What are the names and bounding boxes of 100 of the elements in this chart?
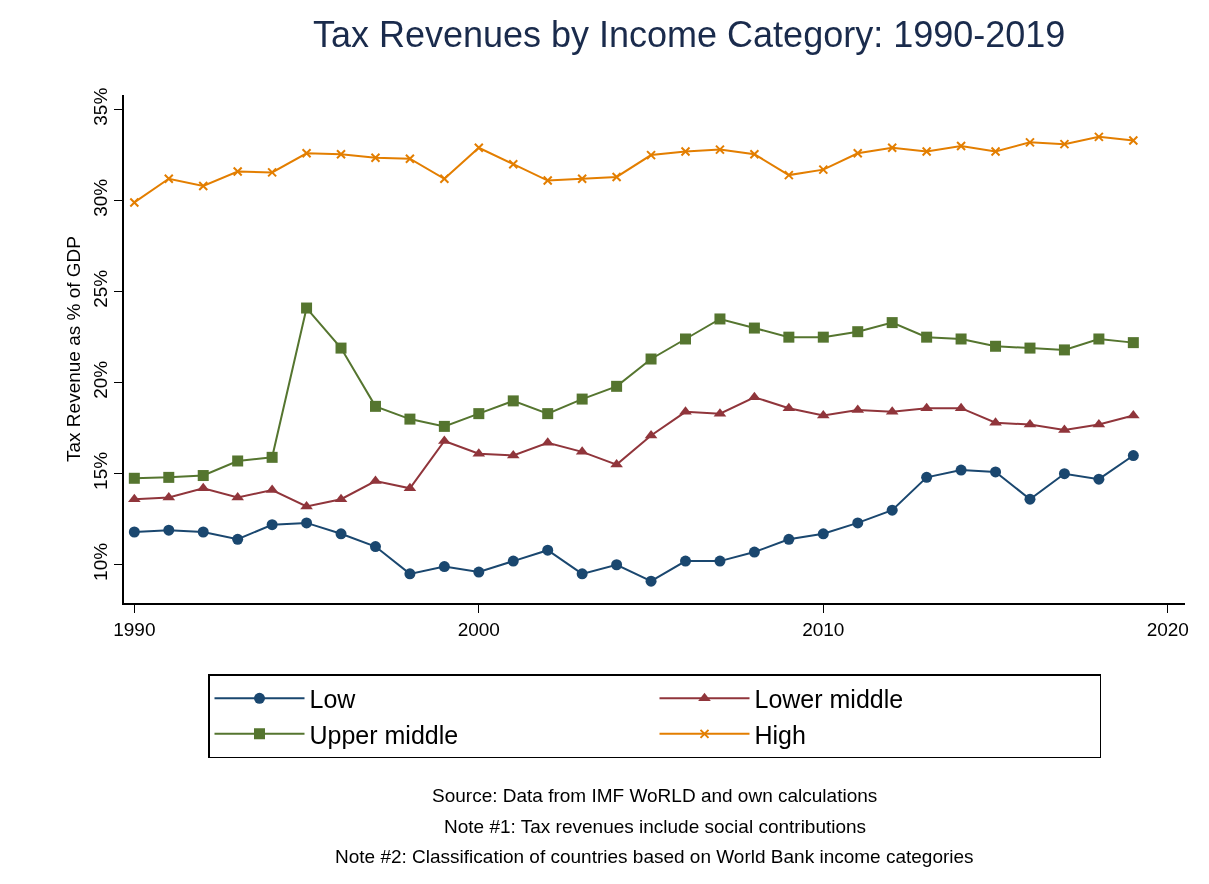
point [403, 482, 417, 492]
point [163, 471, 175, 483]
point [542, 175, 553, 186]
point [438, 561, 450, 573]
point [266, 519, 278, 531]
y-tick-label: 15% [89, 451, 111, 490]
point [231, 491, 245, 501]
point [1093, 131, 1104, 142]
x-tick-label: 2010 [802, 618, 845, 640]
point [818, 164, 829, 175]
point [1127, 450, 1139, 462]
point [611, 559, 623, 571]
point [128, 526, 140, 538]
y-tick-label: 35% [89, 87, 111, 126]
point [1127, 337, 1139, 349]
point [714, 555, 726, 567]
point [129, 197, 140, 208]
point [1059, 139, 1070, 150]
y-tick-label: 30% [89, 178, 111, 217]
point [783, 533, 795, 545]
point [198, 181, 209, 192]
point [886, 504, 898, 516]
point [956, 140, 967, 151]
point [163, 173, 174, 184]
point [1024, 137, 1035, 148]
point [749, 149, 760, 160]
point [507, 395, 519, 407]
point [1093, 473, 1105, 485]
point [196, 482, 210, 492]
point [197, 470, 209, 482]
point [267, 167, 278, 178]
point [680, 333, 691, 345]
chart-title: Tax Revenues by Income Category: 1990-2019 [312, 14, 1066, 56]
point [542, 544, 554, 556]
point [680, 146, 691, 157]
point [886, 317, 898, 329]
point [990, 340, 1002, 352]
point [852, 517, 864, 529]
point [645, 575, 657, 587]
point [1024, 342, 1036, 354]
point [404, 568, 416, 580]
point [232, 533, 244, 545]
y-tick-label: 20% [89, 360, 111, 399]
point [301, 148, 312, 159]
point [990, 146, 1001, 157]
point [1093, 333, 1105, 345]
point [748, 322, 760, 334]
point [163, 524, 175, 536]
point [507, 555, 519, 567]
point [128, 472, 140, 484]
point [576, 568, 588, 580]
point [646, 150, 657, 161]
point [1126, 409, 1140, 419]
point [404, 153, 415, 164]
legend-label: High [754, 720, 806, 749]
point [955, 333, 967, 345]
point [921, 471, 933, 483]
point [335, 342, 347, 354]
point [1128, 135, 1139, 146]
point [473, 142, 484, 153]
legend-label: Upper middle [309, 720, 459, 749]
point [438, 420, 450, 432]
source-note: Source: Data from IMF WoRLD and own calculations [432, 785, 878, 806]
point [301, 517, 313, 529]
point [611, 171, 622, 182]
point [369, 541, 381, 553]
point [404, 413, 416, 425]
point [921, 331, 933, 343]
point [542, 408, 554, 420]
point [852, 148, 863, 159]
point [336, 149, 347, 160]
x-tick-label: 1990 [113, 618, 156, 640]
point [232, 166, 243, 177]
point [817, 331, 829, 343]
point [162, 491, 176, 501]
point [473, 566, 485, 578]
text: Note #1: Tax revenues include social contributions [444, 816, 867, 837]
point [1024, 493, 1036, 505]
point [714, 144, 725, 155]
legend-label: Lower middle [754, 685, 904, 714]
point [680, 555, 691, 567]
point [887, 142, 898, 153]
text: Note #2: Classification of countries based on World Bank income categories [335, 846, 974, 867]
point [508, 159, 519, 170]
y-axis-title: Tax Revenue as % of GDP [63, 236, 84, 462]
point [611, 380, 623, 392]
point [576, 393, 588, 405]
point [577, 173, 588, 184]
legend-label: Low [309, 685, 357, 714]
point [370, 152, 381, 163]
y-tick-label: 10% [89, 542, 111, 581]
point [197, 526, 209, 538]
point [783, 170, 794, 181]
point [645, 353, 657, 365]
point [439, 173, 450, 184]
point [335, 528, 347, 540]
point [817, 528, 829, 540]
point [783, 331, 795, 343]
point [955, 464, 967, 476]
point [232, 455, 244, 467]
